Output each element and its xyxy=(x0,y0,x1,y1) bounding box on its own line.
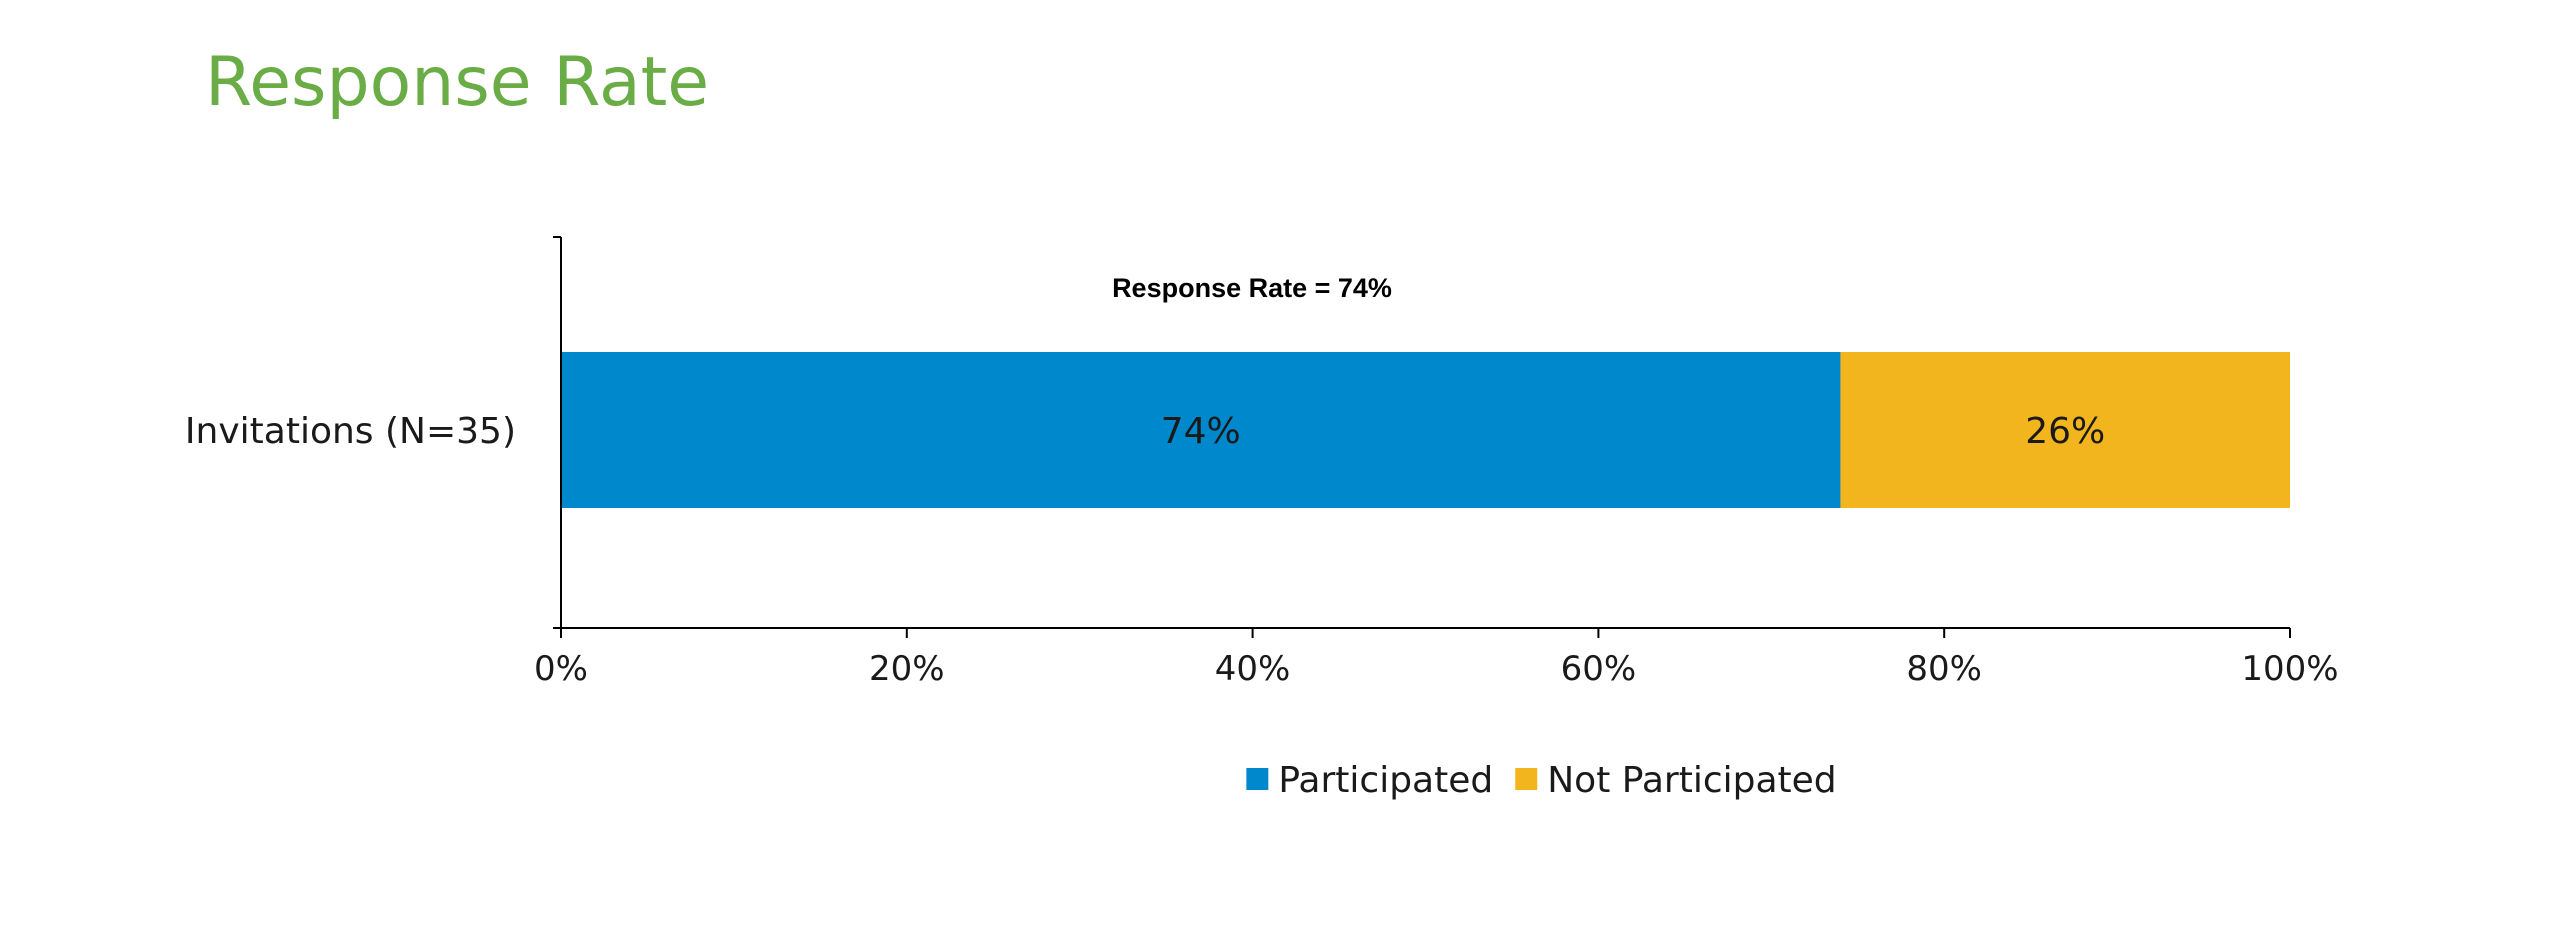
bar-segment-participated xyxy=(561,352,1841,508)
legend-label: Participated xyxy=(1278,760,1493,801)
x-tick-label: 0% xyxy=(534,649,588,689)
legend-item: Not Participated xyxy=(1515,760,1837,801)
x-tick-label: 40% xyxy=(1215,649,1291,689)
bar-segment-not-participated xyxy=(1840,352,2290,508)
page-title: Response Rate xyxy=(205,43,710,122)
x-tick-label: 100% xyxy=(2241,649,2338,689)
response-rate-annotation: Response Rate = 74% xyxy=(1112,273,1392,303)
x-tick-label: 60% xyxy=(1561,649,1637,689)
data-label: 74% xyxy=(1161,411,1241,452)
legend-swatch xyxy=(1515,768,1538,790)
category-label: Invitations (N=35) xyxy=(185,411,516,452)
bars-layer: 74% 26% Invitations (N=35) xyxy=(185,352,2290,508)
legend-item: Participated xyxy=(1246,760,1493,801)
legend: Participated Not Participated xyxy=(1246,760,1837,801)
data-label: 26% xyxy=(2025,411,2105,452)
legend-swatch xyxy=(1246,768,1269,790)
axes-layer: 0% 20% 40% 60% 80% 100% xyxy=(534,236,2339,689)
x-tick-label: 80% xyxy=(1906,649,1982,689)
x-tick-label: 20% xyxy=(869,649,945,689)
legend-label: Not Participated xyxy=(1547,760,1836,801)
